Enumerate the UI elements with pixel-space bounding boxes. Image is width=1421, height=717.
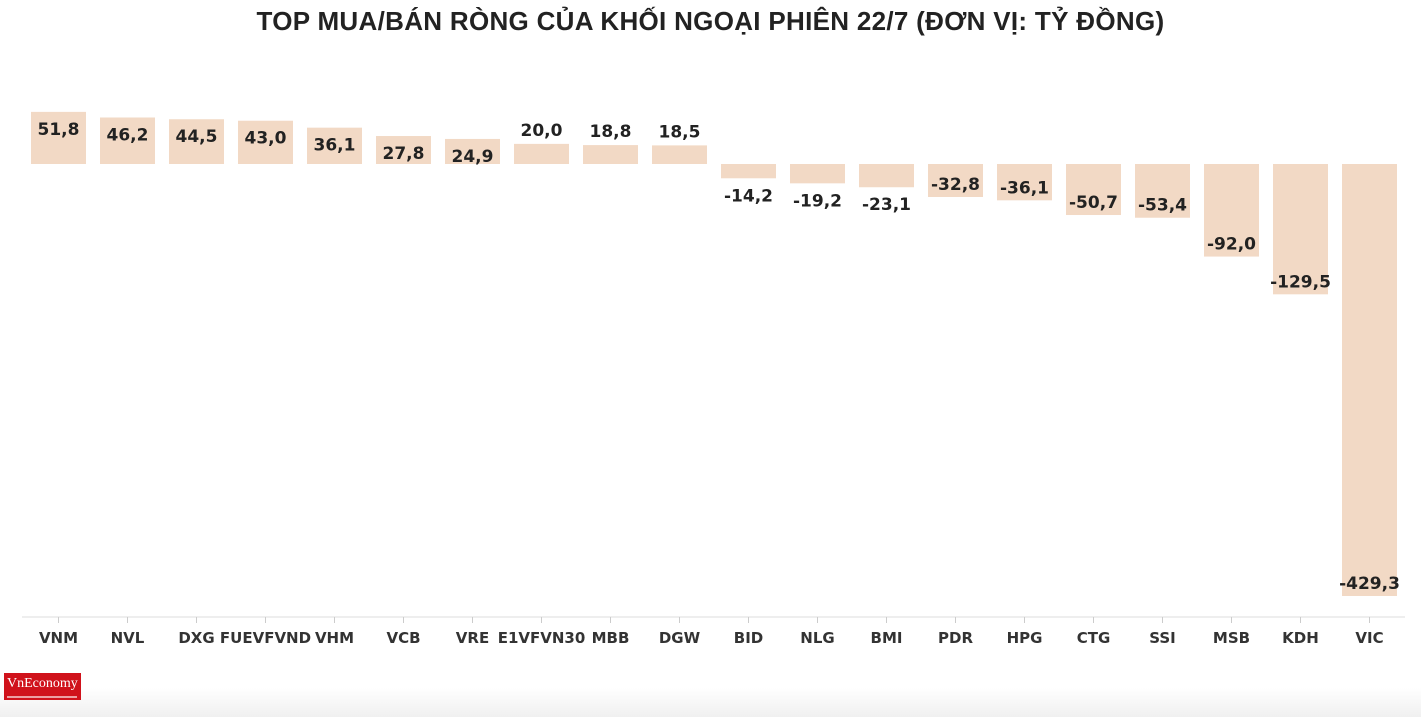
bar-vcb <box>376 136 431 164</box>
x-ticks-group: VNM NVL DXG FUEVFVND VHM VCB VRE E1VFVN30 MBB DGW… <box>39 617 1384 647</box>
value-label-vhm: 36,1 <box>314 136 356 156</box>
value-label-dgw: 18,5 <box>659 122 701 142</box>
bar-vhm <box>307 127 362 164</box>
value-label-dxg: 44,5 <box>176 127 218 147</box>
value-label-e1vfvn30: 20,0 <box>521 121 563 141</box>
bars-group <box>31 111 1397 596</box>
vneconomy-logo: VnEconomy <box>4 673 81 700</box>
value-label-msb: -92,0 <box>1207 235 1256 255</box>
value-label-vcb: 27,8 <box>383 144 425 164</box>
bar-dgw <box>652 145 707 164</box>
tick-label-vcb: VCB <box>386 629 420 647</box>
tick-label-mbb: MBB <box>592 629 630 647</box>
logo-subline <box>7 696 77 698</box>
value-labels-group: 51,8 46,2 44,5 43,0 36,1 27,8 24,9 20,0 18,8 18,5… <box>38 120 1400 594</box>
bar-fuevfvnd <box>238 120 293 164</box>
value-label-vnm: 51,8 <box>38 120 80 140</box>
tick-label-nvl: NVL <box>111 629 145 647</box>
value-label-vre: 24,9 <box>452 147 494 167</box>
value-label-bid: -14,2 <box>724 186 773 206</box>
bar-ssi <box>1135 164 1190 218</box>
footer-shade <box>0 688 1421 717</box>
tick-label-ctg: CTG <box>1077 629 1111 647</box>
value-label-nlg: -19,2 <box>793 191 842 211</box>
bar-nlg <box>790 164 845 184</box>
tick-label-pdr: PDR <box>938 629 973 647</box>
tick-label-ssi: SSI <box>1149 629 1176 647</box>
bar-mbb <box>583 145 638 164</box>
value-label-pdr: -32,8 <box>931 175 980 195</box>
value-label-mbb: 18,8 <box>590 122 632 142</box>
value-label-bmi: -23,1 <box>862 195 911 215</box>
tick-label-dgw: DGW <box>659 629 701 647</box>
value-label-hpg: -36,1 <box>1000 178 1049 198</box>
chart-title: TOP MUA/BÁN RÒNG CỦA KHỐI NGOẠI PHIÊN 22… <box>256 6 1165 36</box>
value-label-vic: -429,3 <box>1339 574 1400 594</box>
tick-label-vic: VIC <box>1355 629 1383 647</box>
bar-dxg <box>169 119 224 164</box>
tick-label-fuevfvnd: FUEVFVND <box>220 629 311 647</box>
tick-label-kdh: KDH <box>1282 629 1319 647</box>
bar-ctg <box>1066 164 1121 216</box>
bar-bid <box>721 164 776 179</box>
bar-vnm <box>31 111 86 164</box>
tick-label-bid: BID <box>734 629 763 647</box>
bar-pdr <box>928 164 983 198</box>
tick-label-hpg: HPG <box>1007 629 1043 647</box>
bar-vic <box>1342 164 1397 596</box>
bar-vre <box>445 138 500 164</box>
value-label-fuevfvnd: 43,0 <box>245 129 287 149</box>
tick-label-nlg: NLG <box>800 629 834 647</box>
bar-kdh <box>1273 164 1328 295</box>
bar-bmi <box>859 164 914 188</box>
tick-label-vhm: VHM <box>315 629 354 647</box>
tick-label-msb: MSB <box>1213 629 1250 647</box>
bar-e1vfvn30 <box>514 143 569 164</box>
tick-label-dxg: DXG <box>178 629 214 647</box>
tick-label-vnm: VNM <box>39 629 78 647</box>
tick-label-e1vfvn30: E1VFVN30 <box>498 629 586 647</box>
value-label-ctg: -50,7 <box>1069 193 1118 213</box>
tick-label-bmi: BMI <box>871 629 903 647</box>
value-label-kdh: -129,5 <box>1270 272 1331 292</box>
bar-nvl <box>100 117 155 164</box>
logo-text: VnEconomy <box>7 676 78 691</box>
bar-msb <box>1204 164 1259 257</box>
bar-hpg <box>997 164 1052 201</box>
value-label-nvl: 46,2 <box>107 126 149 146</box>
value-label-ssi: -53,4 <box>1138 196 1187 216</box>
tick-label-vre: VRE <box>456 629 489 647</box>
